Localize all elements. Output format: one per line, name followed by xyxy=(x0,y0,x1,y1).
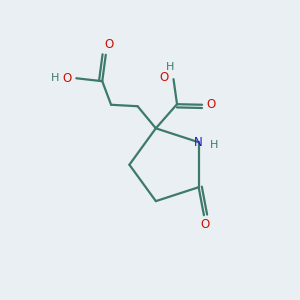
Text: H: H xyxy=(51,73,59,83)
Text: N: N xyxy=(194,136,203,149)
Text: O: O xyxy=(207,98,216,111)
Text: H: H xyxy=(210,140,218,150)
Text: O: O xyxy=(201,218,210,231)
Text: O: O xyxy=(160,71,169,84)
Text: O: O xyxy=(62,72,71,85)
Text: O: O xyxy=(104,38,113,52)
Text: H: H xyxy=(167,62,175,72)
